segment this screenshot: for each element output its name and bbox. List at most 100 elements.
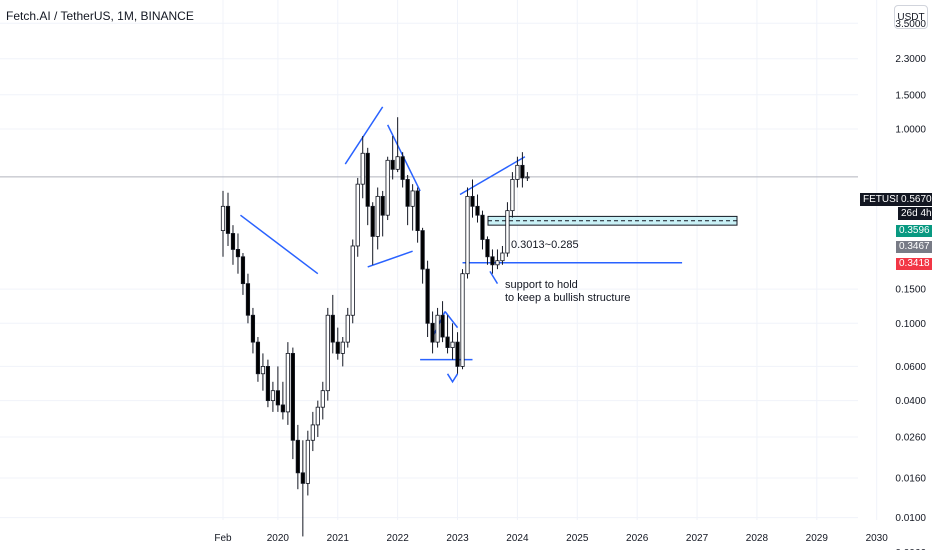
candle: [470, 179, 475, 218]
candle-body: [320, 390, 325, 408]
candle-body: [410, 190, 415, 207]
candle-body: [420, 230, 425, 270]
candle: [330, 294, 335, 354]
candle: [320, 381, 325, 420]
candle: [315, 400, 320, 437]
candle: [220, 190, 226, 257]
candle-body: [315, 406, 320, 426]
candle: [380, 190, 385, 237]
candle: [430, 311, 435, 354]
x-tick-label: 2026: [626, 533, 649, 544]
candle-body: [355, 183, 360, 247]
candle: [355, 177, 360, 257]
candle-body: [310, 424, 315, 441]
x-tick-label: 2025: [566, 533, 589, 544]
candle: [375, 187, 380, 250]
candle: [340, 337, 345, 367]
candle: [235, 233, 241, 274]
x-tick-label: 2024: [506, 533, 529, 544]
drawings-layer: [0, 106, 858, 384]
candle-body: [370, 205, 375, 237]
candle: [370, 202, 375, 265]
candle-body: [280, 404, 285, 413]
candle: [305, 430, 310, 496]
y-tick-label: 0.1000: [895, 319, 926, 330]
candle: [225, 192, 231, 246]
candle: [345, 307, 350, 348]
candle-body: [465, 195, 470, 275]
countdown-badge: 26d 4h: [898, 207, 932, 220]
candle: [435, 307, 440, 348]
candle: [300, 440, 305, 537]
y-tick-label: 0.0400: [895, 396, 926, 407]
candle-body: [445, 336, 450, 348]
candle-body: [395, 156, 400, 170]
candle: [255, 337, 261, 382]
candle: [495, 249, 500, 270]
annotation-support-line2: to keep a bullish structure: [505, 292, 631, 304]
candle: [475, 194, 480, 223]
candle: [250, 307, 256, 354]
candle-body: [290, 352, 295, 441]
candle: [400, 152, 405, 188]
candle: [455, 332, 460, 374]
candle: [230, 225, 236, 265]
candle-body: [385, 159, 390, 216]
trend-line: [367, 250, 413, 268]
candle-body: [415, 190, 420, 231]
candle-body: [405, 179, 410, 207]
candle-body: [345, 314, 350, 343]
chart-title: Fetch.AI / TetherUS, 1M, BINANCE: [6, 9, 194, 23]
candle: [295, 424, 300, 490]
candle-body: [400, 156, 405, 180]
level-badge-grey: 0.3467: [896, 241, 932, 253]
candle-body: [440, 314, 445, 338]
candle-body: [330, 314, 335, 343]
candle-body: [255, 341, 261, 375]
candle: [505, 202, 510, 257]
candle-body: [500, 252, 505, 262]
candle: [465, 187, 470, 279]
x-tick-label: 2022: [387, 533, 410, 544]
candle-body: [470, 195, 475, 207]
trend-line: [459, 156, 526, 196]
candle: [310, 411, 315, 452]
candle-body: [520, 164, 525, 179]
candle: [520, 152, 525, 188]
annotation-support-line1: support to hold: [505, 279, 578, 291]
candle-body: [365, 152, 370, 207]
candle: [385, 156, 390, 221]
candle-body: [430, 322, 435, 343]
candle-body: [340, 341, 345, 354]
candle-body: [490, 256, 495, 266]
trend-line: [489, 270, 499, 285]
candle-body: [245, 283, 251, 316]
y-tick-label: 1.0000: [895, 125, 926, 136]
candle: [515, 156, 520, 188]
candle: [525, 172, 530, 181]
candle: [480, 210, 485, 250]
candle: [405, 174, 410, 226]
y-tick-label: 0.0066: [895, 548, 926, 550]
y-tick-label: 0.0160: [895, 473, 926, 484]
candle: [325, 307, 330, 401]
candle-body: [390, 159, 395, 170]
candle: [460, 269, 465, 370]
candle: [440, 301, 445, 343]
currency-button[interactable]: USDT: [894, 5, 928, 29]
candle-body: [455, 341, 460, 367]
candle-body: [450, 341, 455, 348]
candle-body: [380, 195, 385, 216]
candle-body: [325, 314, 330, 392]
candle-body: [225, 205, 231, 234]
candle: [290, 347, 295, 460]
candle: [365, 147, 370, 226]
candle: [275, 366, 280, 412]
candle-body: [480, 214, 485, 240]
candle-body: [220, 205, 226, 231]
down-arrow: [446, 373, 459, 384]
candle-body: [510, 179, 515, 212]
candle-body: [300, 472, 305, 484]
last-price-badge: 0.5670: [898, 193, 932, 206]
